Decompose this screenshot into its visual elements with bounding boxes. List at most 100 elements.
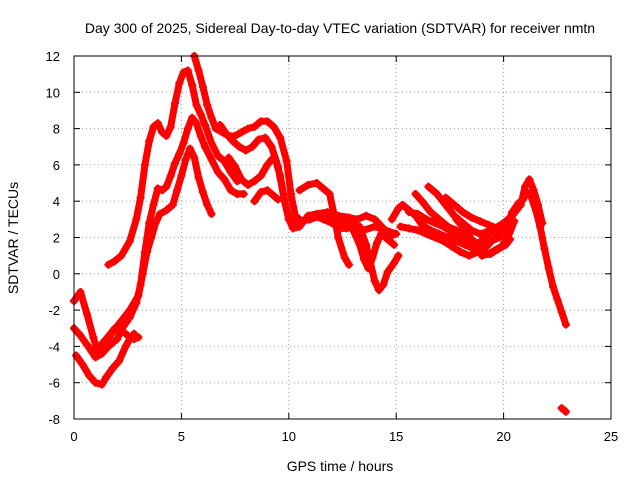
data-point (471, 244, 480, 253)
x-tick-label: 0 (70, 429, 77, 444)
data-point (501, 220, 510, 229)
data-point (344, 222, 353, 231)
data-point (192, 101, 201, 110)
data-point (465, 231, 474, 240)
data-point (166, 122, 175, 131)
data-point (179, 68, 188, 77)
data-point (557, 404, 566, 413)
data-point (149, 200, 158, 209)
data-point (433, 189, 442, 198)
series-satellite-pass-18 (441, 193, 502, 233)
y-tick-label: -4 (48, 339, 60, 354)
x-tick-label: 10 (282, 429, 296, 444)
x-tick-label: 25 (604, 429, 618, 444)
x-tick-label: 5 (178, 429, 185, 444)
data-point (91, 378, 100, 387)
data-point (132, 298, 141, 307)
y-tick-label: -6 (48, 376, 60, 391)
y-tick-label: 10 (46, 85, 60, 100)
data-point (256, 188, 265, 197)
data-point (185, 144, 194, 153)
data-point (467, 213, 476, 222)
data-point (207, 155, 216, 164)
data-point (276, 133, 285, 142)
data-point (201, 142, 210, 151)
data-point (301, 215, 310, 224)
data-point (456, 248, 465, 257)
data-point (121, 342, 130, 351)
data-point (561, 320, 570, 329)
data-point (413, 226, 422, 235)
data-point (254, 135, 263, 144)
data-point (379, 224, 388, 233)
data-point (194, 66, 203, 75)
data-point (426, 208, 435, 217)
data-point (213, 168, 222, 177)
data-point (243, 124, 252, 133)
data-point (162, 206, 171, 215)
data-point (349, 218, 358, 227)
data-point (312, 179, 321, 188)
data-point (207, 113, 216, 122)
data-point (226, 168, 235, 177)
data-point (76, 331, 85, 340)
data-point (344, 260, 353, 269)
data-point (540, 244, 549, 253)
data-point (478, 251, 487, 260)
data-point (465, 251, 474, 260)
data-point (422, 229, 431, 238)
data-point (338, 215, 347, 224)
data-point (170, 159, 179, 168)
series-line (302, 212, 402, 294)
data-point (175, 79, 184, 88)
data-point (78, 360, 87, 369)
data-point (183, 66, 192, 75)
data-point (284, 215, 293, 224)
data-point (510, 217, 519, 226)
data-point (162, 131, 171, 140)
y-tick-label: 0 (53, 267, 60, 282)
data-point (370, 215, 379, 224)
y-tick-label: 12 (46, 49, 60, 64)
data-point (179, 139, 188, 148)
data-point (145, 137, 154, 146)
data-point (250, 197, 259, 206)
data-point (168, 200, 177, 209)
data-point (286, 189, 295, 198)
data-point (411, 189, 420, 198)
data-point (134, 333, 143, 342)
data-point (196, 131, 205, 140)
data-point (231, 162, 240, 171)
data-point (269, 191, 278, 200)
data-point (198, 82, 207, 91)
data-point (533, 200, 542, 209)
data-point (327, 218, 336, 227)
data-point (237, 175, 246, 184)
data-point (362, 211, 371, 220)
data-point (196, 110, 205, 119)
data-point (222, 130, 231, 139)
data-point (117, 251, 126, 260)
data-point (456, 235, 465, 244)
data-point (153, 119, 162, 128)
data-point (334, 233, 343, 242)
series-satellite-pass-12 (338, 215, 399, 273)
data-point (544, 264, 553, 273)
data-point (553, 295, 562, 304)
data-point (475, 229, 484, 238)
data-point (267, 142, 276, 151)
data-point (291, 218, 300, 227)
data-point (325, 189, 334, 198)
data-point (125, 313, 134, 322)
data-point (387, 231, 396, 240)
data-point (450, 200, 459, 209)
data-point (102, 373, 111, 382)
data-point (239, 189, 248, 198)
data-point (263, 160, 272, 169)
data-point (170, 99, 179, 108)
data-point (235, 142, 244, 151)
data-point (529, 186, 538, 195)
data-point (424, 182, 433, 191)
data-point (207, 139, 216, 148)
